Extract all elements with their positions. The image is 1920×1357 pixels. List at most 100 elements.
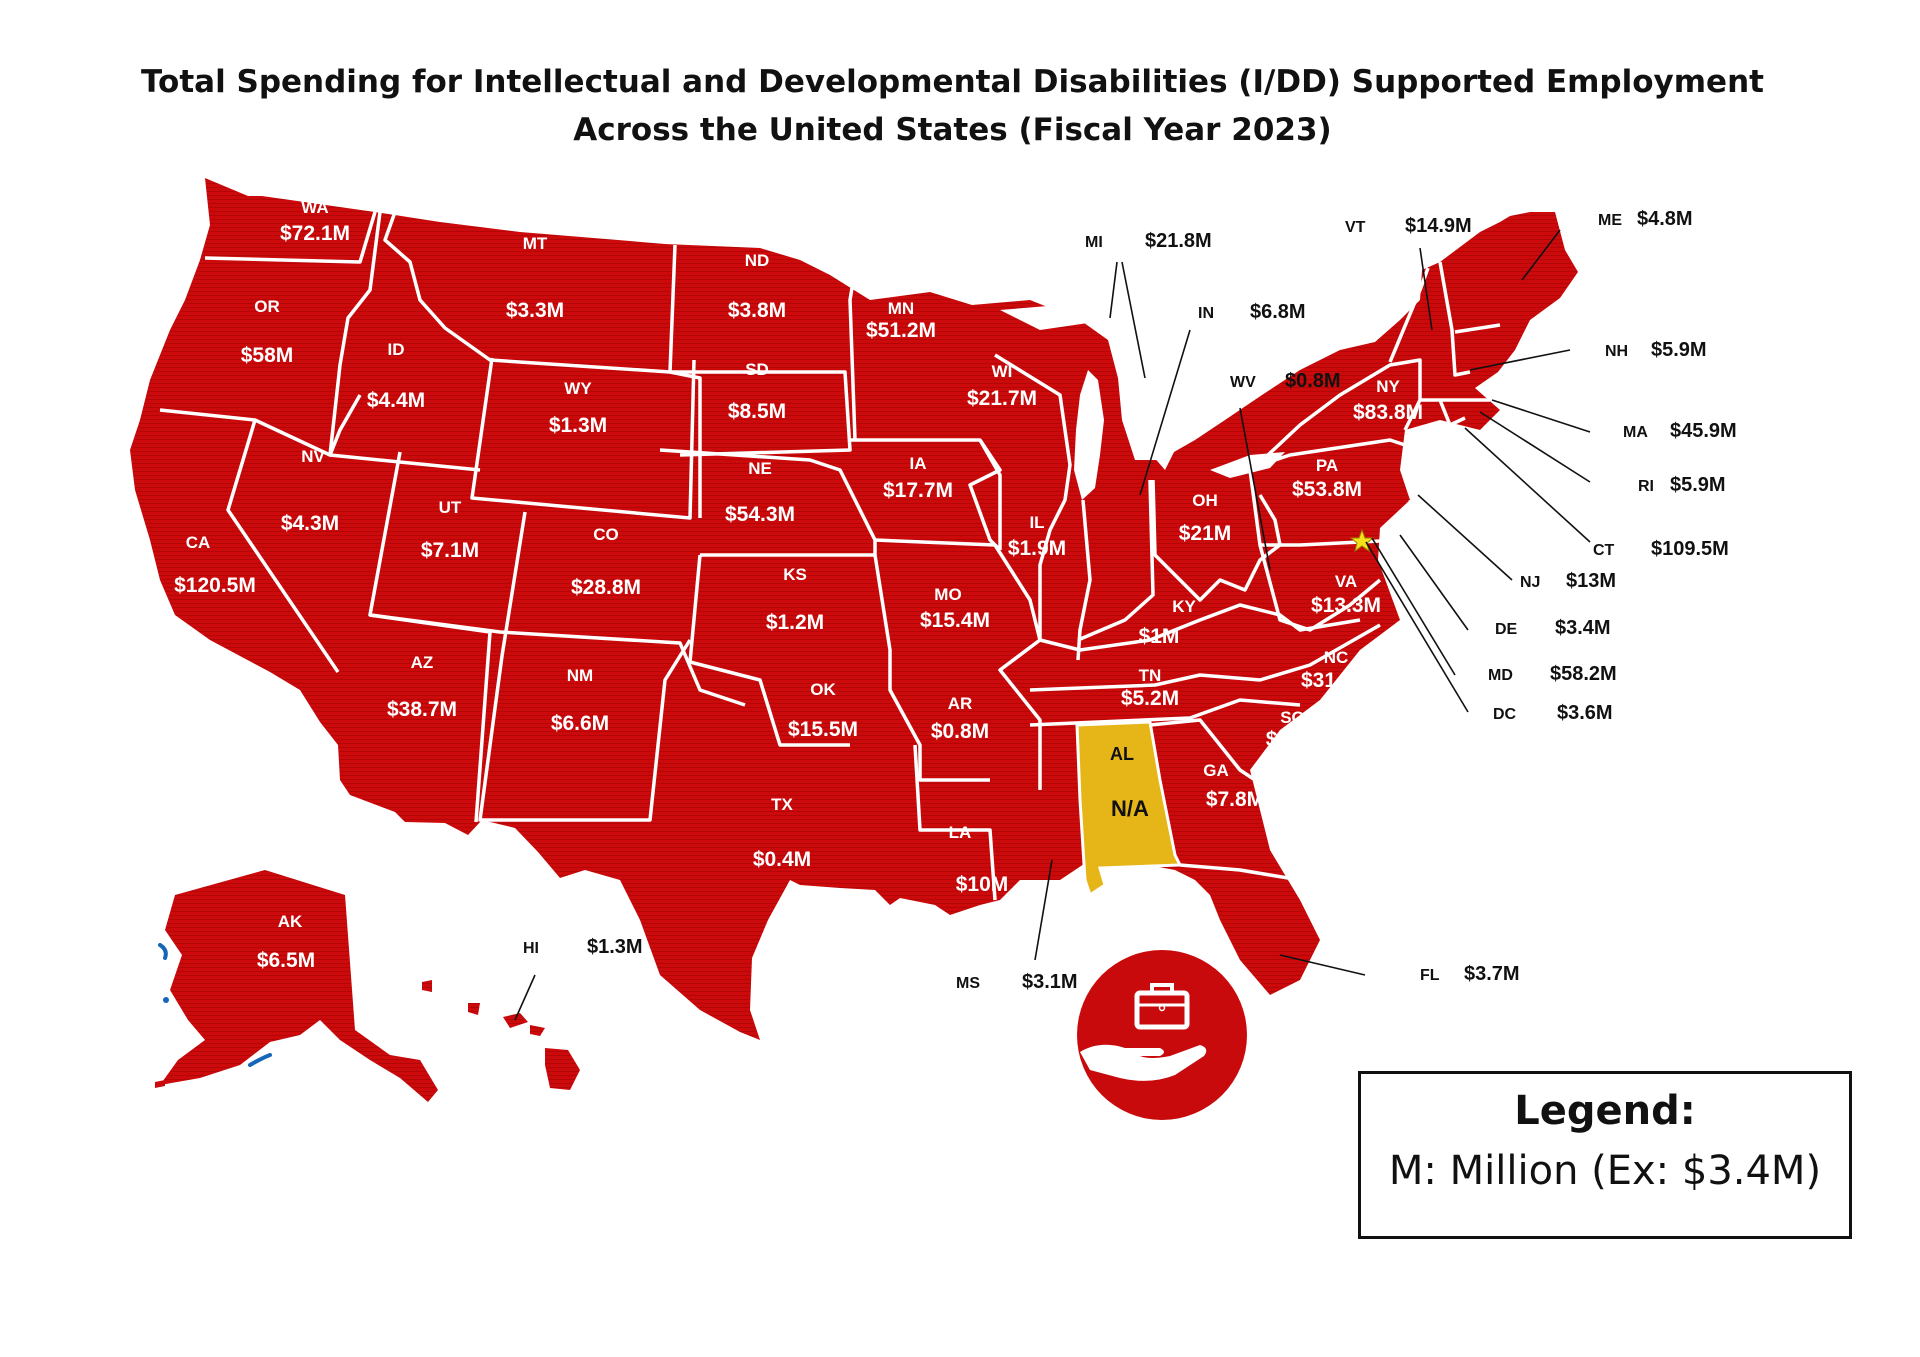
state-value-ut: $7.1M — [421, 539, 479, 562]
state-abbr-ok: OK — [810, 680, 836, 699]
state-abbr-al: AL — [1110, 744, 1134, 764]
state-value-ca: $120.5M — [174, 574, 256, 597]
state-value-wa: $72.1M — [280, 222, 350, 245]
state-abbr-dc: DC — [1493, 706, 1517, 723]
state-abbr-ut: UT — [439, 498, 462, 517]
lake-michigan — [1074, 370, 1104, 500]
state-value-vt: $14.9M — [1405, 215, 1472, 237]
title-line-1: Total Spending for Intellectual and Deve… — [141, 64, 1764, 100]
state-abbr-ga: GA — [1203, 761, 1229, 780]
map-title: Total Spending for Intellectual and Deve… — [0, 58, 1920, 154]
state-value-tn: $5.2M — [1121, 687, 1179, 710]
state-value-ne: $54.3M — [725, 503, 795, 526]
legend-box: Legend: M: Million (Ex: $3.4M) — [1358, 1071, 1852, 1239]
state-value-nm: $6.6M — [551, 712, 609, 735]
state-abbr-id: ID — [388, 340, 405, 359]
state-abbr-ri: RI — [1638, 478, 1654, 495]
state-abbr-nh: NH — [1605, 343, 1628, 360]
state-abbr-or: OR — [254, 297, 280, 316]
state-abbr-ks: KS — [783, 565, 807, 584]
state-abbr-wy: WY — [564, 379, 592, 398]
state-value-mo: $15.4M — [920, 609, 990, 632]
state-abbr-sc: SC — [1280, 708, 1304, 727]
state-value-mn: $51.2M — [866, 319, 936, 342]
lake-dot — [163, 997, 169, 1003]
state-abbr-de: DE — [1495, 621, 1518, 638]
state-value-pa: $53.8M — [1292, 478, 1362, 501]
state-abbr-wa: WA — [301, 198, 328, 217]
state-value-in: $6.8M — [1250, 301, 1306, 323]
state-abbr-ne: NE — [748, 459, 772, 478]
state-value-fl: $3.7M — [1464, 963, 1520, 985]
state-value-va: $13.3M — [1311, 594, 1381, 617]
state-abbr-oh: OH — [1192, 491, 1218, 510]
state-abbr-nj: NJ — [1520, 574, 1540, 591]
state-abbr-in: IN — [1198, 305, 1214, 322]
state-value-or: $58M — [241, 344, 294, 367]
state-abbr-la: LA — [949, 823, 972, 842]
legend-heading: Legend: — [1514, 1088, 1696, 1134]
state-value-wi: $21.7M — [967, 387, 1037, 410]
state-abbr-ar: AR — [948, 694, 973, 713]
state-abbr-nv: NV — [301, 447, 325, 466]
state-abbr-ma: MA — [1623, 424, 1648, 441]
state-value-ok: $15.5M — [788, 718, 858, 741]
state-value-ia: $17.7M — [883, 479, 953, 502]
state-abbr-vt: VT — [1345, 219, 1366, 236]
state-value-la: $10M — [956, 873, 1009, 896]
contiguous-us-shape — [130, 178, 1578, 1040]
state-abbr-mt: MT — [523, 234, 548, 253]
state-abbr-me: ME — [1598, 212, 1622, 229]
state-abbr-sd: SD — [745, 360, 769, 379]
state-abbr-ky: KY — [1172, 597, 1196, 616]
state-value-ak: $6.5M — [257, 949, 315, 972]
state-abbr-ms: MS — [956, 975, 980, 992]
state-abbr-co: CO — [593, 525, 619, 544]
state-value-co: $28.8M — [571, 576, 641, 599]
state-value-de: $3.4M — [1555, 617, 1611, 639]
state-abbr-ct: CT — [1593, 542, 1615, 559]
state-value-nd: $3.8M — [728, 299, 786, 322]
state-abbr-ca: CA — [186, 533, 211, 552]
state-abbr-mi: MI — [1085, 234, 1103, 251]
state-value-ga: $7.8M — [1206, 788, 1264, 811]
state-abbr-nm: NM — [567, 666, 593, 685]
state-value-ms: $3.1M — [1022, 971, 1078, 993]
state-abbr-wv: WV — [1230, 374, 1256, 391]
state-value-md: $58.2M — [1550, 663, 1617, 685]
state-value-ma: $45.9M — [1670, 420, 1737, 442]
hand-holding-briefcase-icon — [1077, 950, 1247, 1120]
state-abbr-pa: PA — [1316, 456, 1338, 475]
state-value-ar: $0.8M — [931, 720, 989, 743]
state-value-wv: $0.8M — [1285, 370, 1341, 392]
alaska-shape — [160, 870, 438, 1102]
state-value-id: $4.4M — [367, 389, 425, 412]
state-abbr-md: MD — [1488, 667, 1513, 684]
state-labels: WA $72.1M OR $58M CA $120.5M ID $4.4M NV $4.3M MT $… — [174, 198, 1737, 993]
state-value-ct: $109.5M — [1651, 538, 1729, 560]
state-value-oh: $21M — [1179, 522, 1232, 545]
legend-text: M: Million (Ex: $3.4M) — [1388, 1148, 1822, 1194]
state-abbr-ia: IA — [910, 454, 927, 473]
great-lakes — [1000, 305, 1285, 478]
state-abbr-il: IL — [1029, 513, 1044, 532]
state-abbr-tx: TX — [771, 795, 793, 814]
state-abbr-hi: HI — [523, 940, 539, 957]
alabama-shape — [1075, 720, 1183, 898]
state-value-nv: $4.3M — [281, 512, 339, 535]
state-value-ks: $1.2M — [766, 611, 824, 634]
state-value-ri: $5.9M — [1670, 474, 1726, 496]
aleutian-dots — [155, 1080, 165, 1088]
state-abbr-nc: NC — [1324, 648, 1349, 667]
state-value-nj: $13M — [1566, 570, 1616, 592]
state-value-sd: $8.5M — [728, 400, 786, 423]
state-value-tx: $0.4M — [753, 848, 811, 871]
state-borders — [159, 211, 1501, 901]
state-value-hi: $1.3M — [587, 936, 643, 958]
state-abbr-nd: ND — [745, 251, 770, 270]
state-abbr-ak: AK — [278, 912, 303, 931]
hawaii-shape — [422, 980, 580, 1090]
state-value-sc: $14M — [1266, 728, 1319, 751]
state-value-al: N/A — [1111, 796, 1149, 821]
